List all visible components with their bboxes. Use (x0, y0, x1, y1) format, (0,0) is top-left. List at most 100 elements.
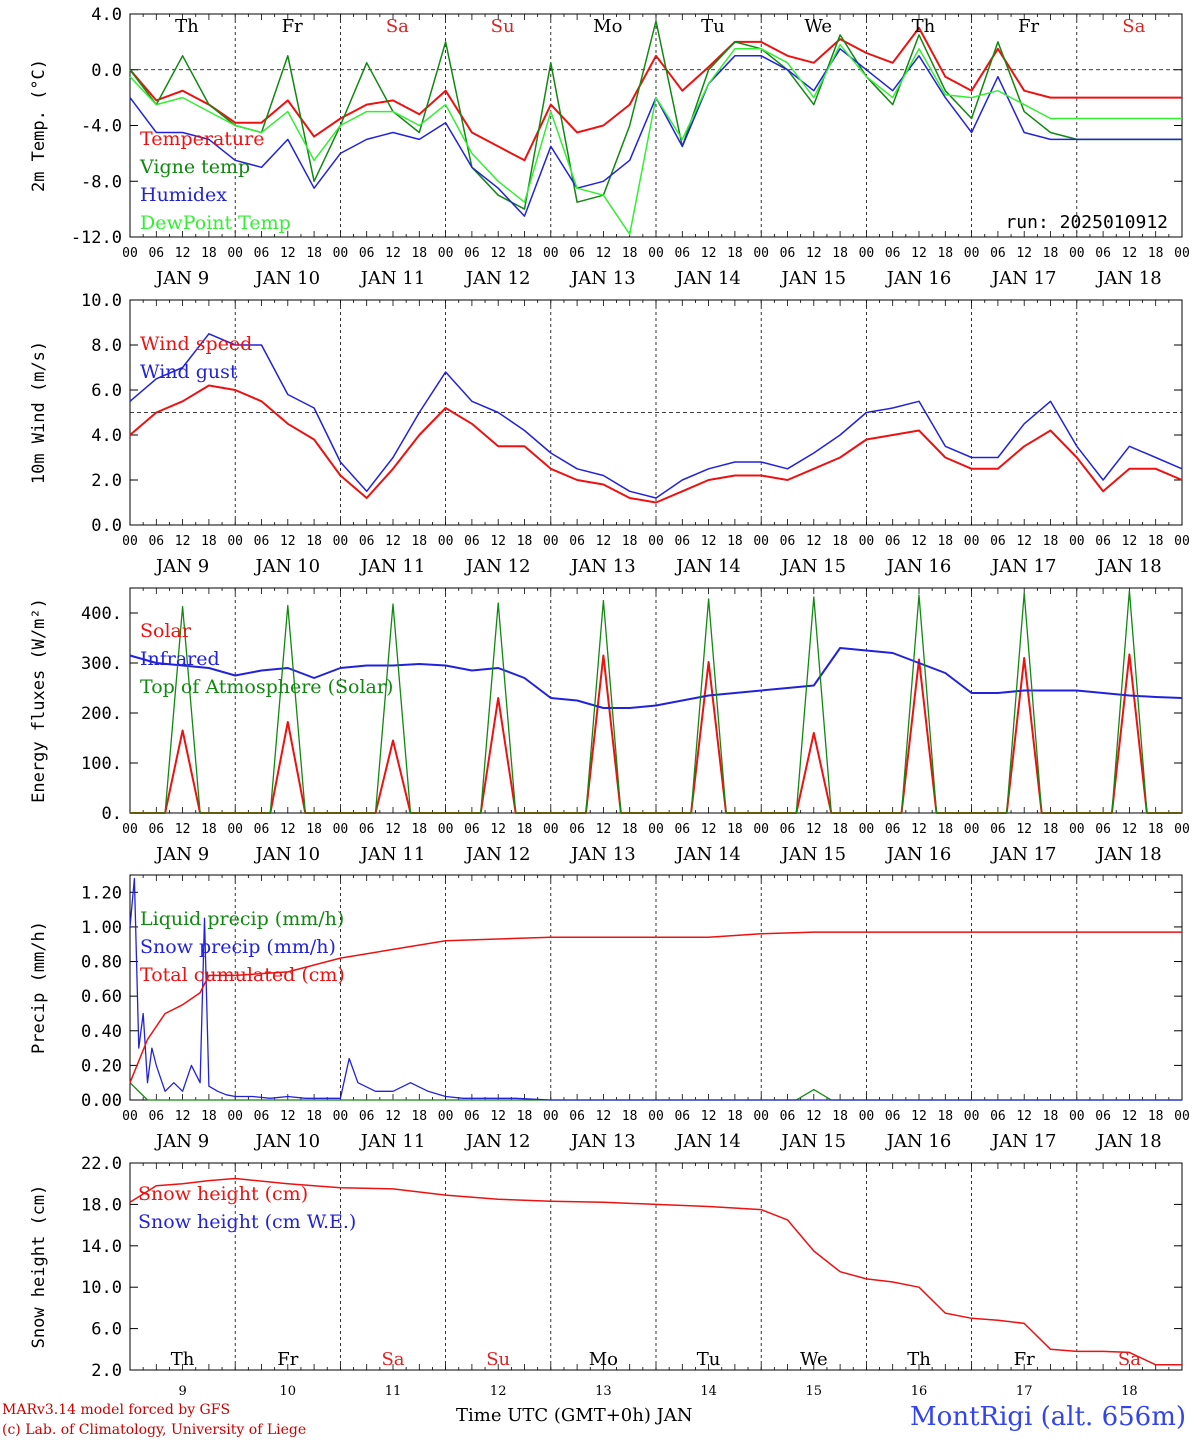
y-tick-label: 6.0 (91, 1320, 122, 1340)
panel-frame (129, 587, 1183, 814)
run-label: run: 2025010912 (1005, 212, 1168, 233)
date-label: JAN 12 (464, 1131, 531, 1152)
day-number-label: 14 (700, 1384, 717, 1399)
hour-tick-label: 12 (911, 1109, 927, 1124)
y-tick-label: 1.00 (81, 918, 122, 938)
weekday-label: Su (486, 1349, 510, 1370)
hour-tick-label: 00 (122, 822, 138, 837)
hour-tick-label: 12 (596, 534, 612, 549)
y-tick-label: 2.0 (91, 1361, 122, 1381)
legend-entry: Snow height (cm) (138, 1183, 308, 1205)
hour-tick-label: 00 (543, 246, 559, 261)
y-tick-label: 2.0 (91, 471, 122, 491)
date-label: JAN 16 (885, 556, 952, 577)
y-axis-label: Precip (mm/h) (29, 921, 49, 1054)
hour-tick-label: 06 (990, 534, 1006, 549)
legend-entry: Top of Atmosphere (Solar) (140, 676, 393, 698)
hour-tick-label: 12 (1016, 822, 1032, 837)
hour-tick-label: 00 (859, 534, 875, 549)
date-label: JAN 11 (359, 556, 426, 577)
y-tick-label: 400. (81, 604, 122, 624)
y-axis-label: 10m Wind (m/s) (29, 341, 49, 484)
y-tick-label: 0.0 (91, 516, 122, 536)
y-tick-label: 22.0 (81, 1154, 122, 1174)
hour-tick-label: 06 (885, 246, 901, 261)
date-label: JAN 9 (154, 1131, 209, 1152)
series-line (129, 931, 1182, 1083)
date-label: JAN 10 (254, 844, 321, 865)
hour-tick-label: 06 (148, 1109, 164, 1124)
hour-tick-label: 00 (648, 1109, 664, 1124)
hour-tick-label: 06 (464, 246, 480, 261)
hour-tick-label: 06 (990, 1109, 1006, 1124)
hour-tick-label: 12 (1016, 246, 1032, 261)
hour-tick-label: 12 (806, 246, 822, 261)
hour-tick-label: 06 (359, 534, 375, 549)
day-number-label: 12 (490, 1384, 507, 1399)
y-tick-label: 14.0 (81, 1237, 122, 1257)
hour-tick-label: 00 (859, 246, 875, 261)
y-tick-label: 0.0 (91, 61, 122, 81)
hour-tick-label: 18 (201, 534, 217, 549)
hour-tick-label: 00 (1069, 822, 1085, 837)
hour-tick-label: 18 (832, 822, 848, 837)
date-label: JAN 10 (254, 556, 321, 577)
hour-tick-label: 06 (569, 822, 585, 837)
y-tick-label: 6.0 (91, 381, 122, 401)
y-tick-label: 18.0 (81, 1195, 122, 1215)
day-number-label: 9 (178, 1384, 186, 1399)
hour-tick-label: 00 (964, 534, 980, 549)
hour-tick-label: 12 (280, 1109, 296, 1124)
date-label: JAN 18 (1095, 844, 1162, 865)
date-label: JAN 15 (780, 556, 847, 577)
hour-tick-label: 12 (701, 822, 717, 837)
hour-tick-label: 00 (333, 534, 349, 549)
weekday-label: Tu (697, 1349, 721, 1370)
date-label: JAN 16 (885, 1131, 952, 1152)
hour-tick-label: 12 (385, 822, 401, 837)
hour-tick-label: 00 (964, 246, 980, 261)
date-label: JAN 14 (674, 268, 741, 289)
hour-tick-label: 18 (937, 1109, 953, 1124)
hour-tick-label: 00 (438, 534, 454, 549)
weekday-label: Mo (589, 1349, 618, 1370)
hour-tick-label: 18 (201, 1109, 217, 1124)
day-number-label: 10 (280, 1384, 297, 1399)
hour-tick-label: 06 (674, 246, 690, 261)
hour-tick-label: 00 (859, 822, 875, 837)
hour-tick-label: 00 (122, 1109, 138, 1124)
date-label: JAN 14 (674, 844, 741, 865)
y-axis-label: Energy fluxes (W/m²) (29, 598, 49, 803)
weekday-label: Tu (701, 16, 725, 37)
hour-tick-label: 00 (1174, 822, 1190, 837)
hour-tick-label: 00 (438, 246, 454, 261)
hour-tick-label: 00 (1069, 534, 1085, 549)
series-line (129, 20, 1182, 210)
date-label: JAN 13 (569, 268, 636, 289)
hour-tick-label: 12 (806, 1109, 822, 1124)
hour-tick-label: 00 (753, 534, 769, 549)
hour-tick-label: 18 (1148, 246, 1164, 261)
hour-tick-label: 06 (674, 534, 690, 549)
hour-tick-label: 00 (333, 822, 349, 837)
hour-tick-label: 00 (543, 822, 559, 837)
hour-tick-label: 12 (806, 534, 822, 549)
series-line (129, 333, 1183, 499)
weekday-label: Fr (1014, 1349, 1035, 1370)
hour-tick-label: 00 (227, 246, 243, 261)
hour-tick-label: 00 (753, 822, 769, 837)
hour-tick-label: 18 (727, 1109, 743, 1124)
weekday-label: Th (907, 1349, 931, 1370)
date-label: JAN 17 (990, 844, 1057, 865)
panel-frame (129, 13, 1183, 238)
date-label: JAN 17 (990, 268, 1057, 289)
hour-tick-label: 00 (543, 1109, 559, 1124)
hour-tick-label: 12 (596, 1109, 612, 1124)
hour-tick-label: 06 (780, 534, 796, 549)
hour-tick-label: 06 (674, 1109, 690, 1124)
hour-tick-label: 12 (806, 822, 822, 837)
series-line (129, 1177, 1182, 1366)
y-tick-label: 0.60 (81, 987, 122, 1007)
hour-tick-label: 18 (832, 534, 848, 549)
day-number-label: 18 (1121, 1384, 1138, 1399)
